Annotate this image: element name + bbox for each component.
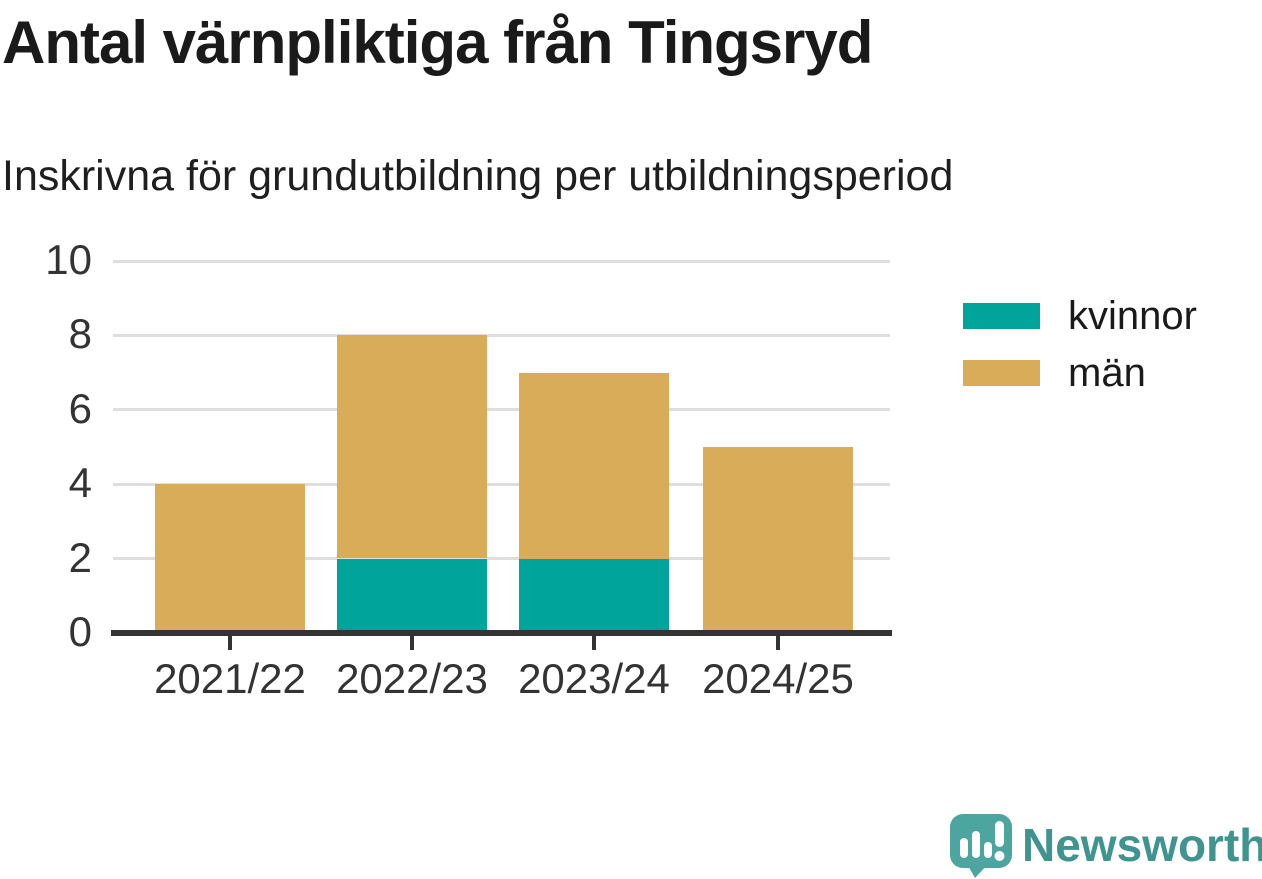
chart-subtitle: Inskrivna för grundutbildning per utbild…	[2, 152, 954, 200]
y-axis-tick-label: 8	[68, 310, 92, 358]
gridline-y-4	[113, 483, 890, 486]
x-axis-tick	[228, 636, 232, 650]
legend-swatch-kvinnor	[963, 303, 1040, 329]
logo-exclamation-bar	[995, 821, 1004, 847]
legend-item-män: män	[963, 351, 1146, 395]
legend-swatch-män	[963, 360, 1040, 386]
logo-exclamation-dot	[994, 851, 1005, 861]
bar-segment-kvinnor	[337, 559, 487, 633]
gridline-y-2	[113, 557, 890, 560]
logo-bar-2	[972, 831, 980, 858]
logo-bar-3	[984, 842, 992, 858]
bar-segment-män	[703, 447, 853, 633]
bar-segment-män	[337, 335, 487, 558]
legend-item-kvinnor: kvinnor	[963, 294, 1197, 338]
y-axis-tick-label: 4	[68, 459, 92, 507]
x-axis-tick	[592, 636, 596, 650]
y-axis-tick-label: 6	[68, 385, 92, 433]
x-axis-category-label: 2022/23	[336, 655, 488, 702]
gridline-y-10	[113, 260, 890, 263]
bar-segment-kvinnor	[519, 559, 669, 633]
x-axis-tick	[776, 636, 780, 650]
y-axis-tick-label: 10	[45, 236, 92, 284]
gridline-y-6	[113, 408, 890, 411]
x-axis-tick	[410, 636, 414, 650]
x-axis-category-label: 2023/24	[518, 655, 670, 702]
x-axis-line	[111, 630, 892, 636]
y-axis-tick-label: 2	[68, 534, 92, 582]
legend-label: män	[1068, 351, 1146, 395]
logo-bar-1	[960, 838, 968, 858]
brand-footer: Newsworthy	[948, 812, 1262, 878]
legend: kvinnor män	[963, 294, 1262, 433]
bar-segment-män	[155, 484, 305, 633]
newsworthy-logo-icon	[950, 814, 1012, 878]
bar-segment-män	[519, 373, 669, 559]
x-axis-category-label: 2021/22	[154, 655, 306, 702]
brand-name: Newsworthy	[1022, 819, 1262, 871]
x-axis-category-label: 2024/25	[702, 655, 854, 702]
legend-label: kvinnor	[1068, 294, 1197, 338]
y-axis-tick-label: 0	[68, 608, 92, 656]
gridline-y-8	[113, 334, 890, 337]
chart-title: Antal värnpliktiga från Tingsryd	[2, 9, 873, 76]
